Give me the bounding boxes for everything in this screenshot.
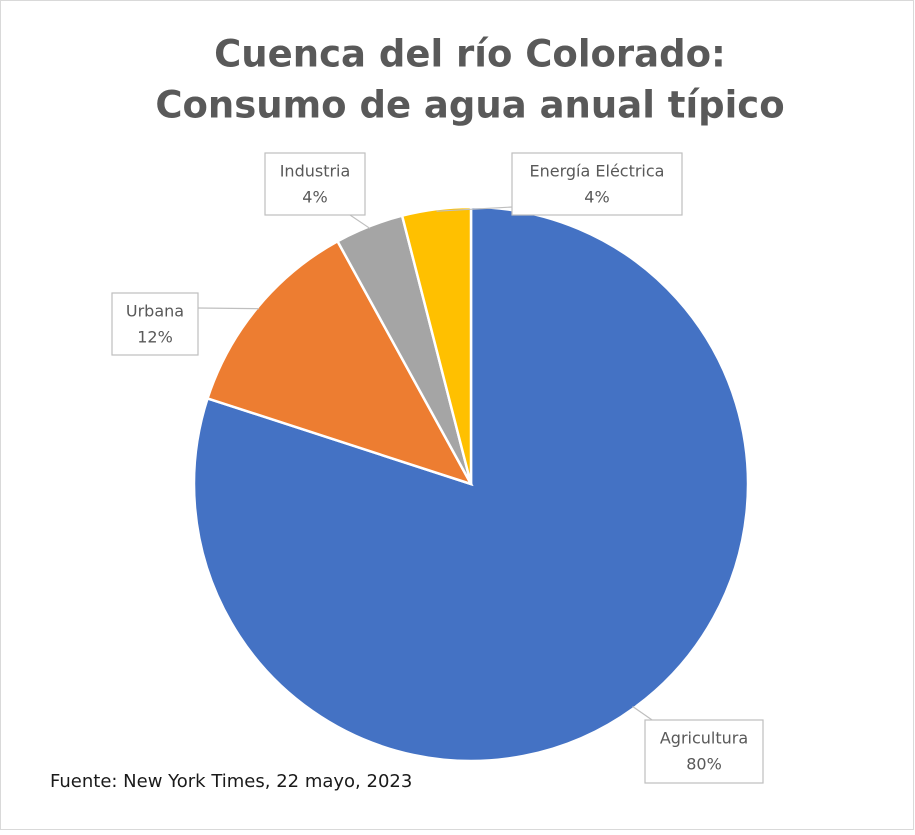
- label-name: Industria: [280, 162, 351, 181]
- leader-line: [436, 206, 513, 212]
- label-box: [644, 719, 764, 784]
- leader-line: [197, 307, 260, 310]
- label-name: Agricultura: [660, 729, 748, 748]
- pie: [192, 205, 750, 763]
- label-value: 80%: [686, 755, 722, 774]
- label-box: [111, 292, 199, 356]
- label-value: 4%: [584, 188, 609, 207]
- labels: Agricultura 80% Urbana 12% Industria 4% Energí…: [111, 152, 764, 784]
- chart-title: Cuenca del río Colorado:: [214, 33, 726, 76]
- label-name: Energía Eléctrica: [530, 162, 665, 181]
- label-box: [511, 152, 683, 216]
- pie-slice: [400, 205, 473, 485]
- leader-line: [349, 214, 371, 229]
- label-box: [264, 152, 366, 216]
- label-name: Urbana: [126, 302, 184, 321]
- chart-title: Consumo de agua anual típico: [155, 84, 784, 127]
- source-note: Fuente: New York Times, 22 mayo, 2023: [50, 771, 412, 792]
- label-value: 4%: [302, 188, 327, 207]
- label-value: 12%: [137, 328, 173, 347]
- pie-slice: [205, 239, 474, 487]
